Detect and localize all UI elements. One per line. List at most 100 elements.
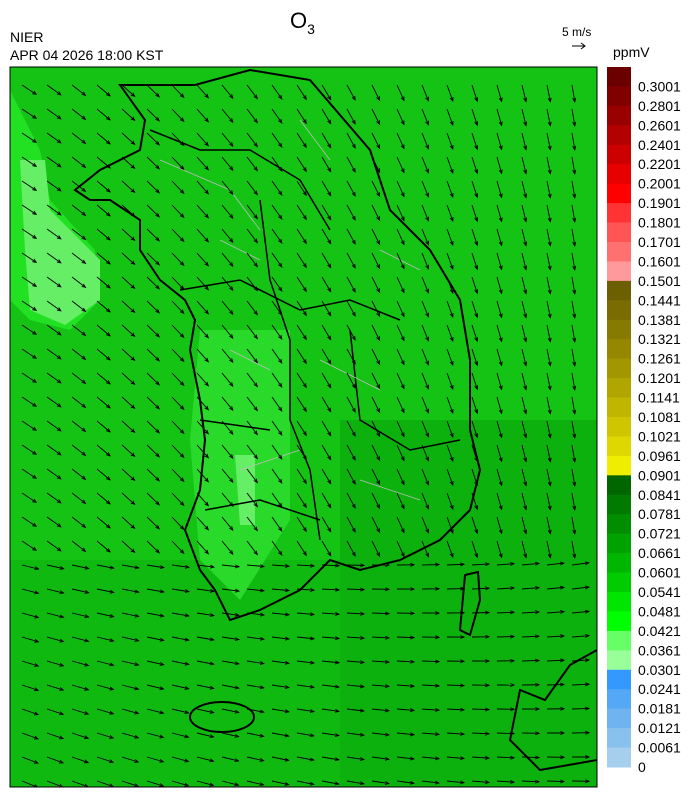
legend-swatch — [607, 203, 631, 223]
legend-label: 0.0781 — [638, 506, 681, 522]
legend-label: 0.1141 — [638, 390, 680, 406]
legend-swatch — [607, 689, 631, 709]
legend-label: 0.1381 — [638, 312, 681, 328]
wind-arrow — [497, 636, 514, 637]
legend-label: 0.1501 — [638, 273, 681, 289]
wind-arrow-head — [597, 314, 600, 318]
legend-label: 0.0901 — [638, 467, 681, 483]
wind-arrow — [497, 733, 514, 734]
field-patch — [340, 420, 597, 787]
legend-swatch — [607, 106, 631, 126]
legend-swatch — [607, 398, 631, 418]
wind-arrow-head — [597, 386, 600, 390]
wind-arrow-head — [597, 410, 600, 414]
legend-label: 0.0301 — [638, 662, 681, 678]
wind-arrow — [522, 757, 539, 758]
legend-swatch — [607, 281, 631, 301]
legend-label: 0.0661 — [638, 545, 681, 561]
wind-scale: 5 m/s — [562, 25, 591, 39]
legend-swatch — [607, 164, 631, 184]
title: O3 — [290, 8, 315, 37]
wind-arrow — [397, 637, 414, 638]
legend-swatch — [607, 670, 631, 690]
legend-swatch — [607, 650, 631, 670]
legend-label: 0.1601 — [638, 253, 681, 269]
legend-label: 0.0181 — [638, 701, 681, 717]
legend-swatch — [607, 495, 631, 515]
legend-swatch — [607, 300, 631, 320]
legend-label: 0.0361 — [638, 642, 681, 658]
title-main: O — [290, 8, 307, 33]
wind-arrow-head — [597, 218, 600, 222]
legend: 0.30010.28010.26010.24010.22010.20010.19… — [607, 67, 681, 775]
wind-arrow — [472, 709, 489, 710]
legend-label: 0.2201 — [638, 156, 681, 172]
legend-swatch — [607, 534, 631, 554]
legend-swatch — [607, 631, 631, 651]
legend-swatch — [607, 514, 631, 534]
legend-label: 0.1081 — [638, 409, 681, 425]
legend-label: 0.0061 — [638, 740, 681, 756]
wind-arrow-head — [597, 122, 600, 126]
wind-arrow — [572, 708, 589, 709]
legend-swatch — [607, 709, 631, 729]
wind-arrow — [522, 660, 539, 661]
legend-swatch — [607, 748, 631, 768]
legend-swatch — [607, 86, 631, 106]
map — [10, 67, 614, 787]
wind-arrow — [547, 684, 564, 685]
legend-label: 0.1321 — [638, 331, 681, 347]
legend-label: 0.1801 — [638, 215, 681, 231]
wind-arrow — [372, 613, 389, 614]
legend-label: 0.1201 — [638, 370, 681, 386]
legend-swatch — [607, 320, 631, 340]
legend-label: 0.2401 — [638, 137, 681, 153]
legend-swatch — [607, 184, 631, 204]
legend-label: 0.2001 — [638, 176, 681, 192]
source: NIER — [10, 29, 43, 45]
legend-label: 0.0961 — [638, 448, 681, 464]
legend-swatch — [607, 125, 631, 145]
wind-arrow-head — [597, 146, 600, 150]
legend-label: 0.2601 — [638, 117, 681, 133]
legend-label: 0.0241 — [638, 681, 681, 697]
wind-arrow-head — [597, 290, 600, 294]
wind-arrow-head — [597, 242, 600, 246]
legend-swatch — [607, 553, 631, 573]
legend-label: 0.0541 — [638, 584, 681, 600]
legend-swatch — [607, 339, 631, 359]
wind-arrow-head — [597, 362, 600, 366]
legend-label: 0.0481 — [638, 603, 681, 619]
legend-label: 0.3001 — [638, 78, 681, 94]
legend-label: 0.0421 — [638, 623, 681, 639]
legend-label: 0.0121 — [638, 720, 681, 736]
legend-swatch — [607, 359, 631, 379]
wind-arrow-head — [597, 482, 600, 486]
legend-swatch — [607, 417, 631, 437]
wind-arrow-head — [610, 779, 614, 782]
legend-label: 0.1701 — [638, 234, 681, 250]
wind-arrow-head — [597, 194, 600, 198]
wind-arrow — [447, 685, 464, 686]
wind-arrow — [547, 781, 564, 782]
legend-label: 0.1441 — [638, 292, 681, 308]
legend-swatch — [607, 67, 631, 87]
legend-swatch — [607, 573, 631, 593]
legend-label: 0.1261 — [638, 351, 681, 367]
datetime: APR 04 2026 18:00 KST — [10, 47, 164, 63]
legend-swatch — [607, 475, 631, 495]
legend-swatch — [607, 456, 631, 476]
legend-swatch — [607, 611, 631, 631]
wind-arrow-head — [597, 266, 600, 270]
legend-label: 0 — [638, 759, 646, 775]
wind-arrow-head — [597, 338, 600, 342]
legend-swatch — [607, 592, 631, 612]
legend-swatch — [607, 145, 631, 165]
wind-arrow-head — [597, 170, 600, 174]
legend-label: 0.2801 — [638, 98, 681, 114]
legend-label: 0.0841 — [638, 487, 681, 503]
legend-swatch — [607, 378, 631, 398]
legend-label: 0.0601 — [638, 565, 681, 581]
